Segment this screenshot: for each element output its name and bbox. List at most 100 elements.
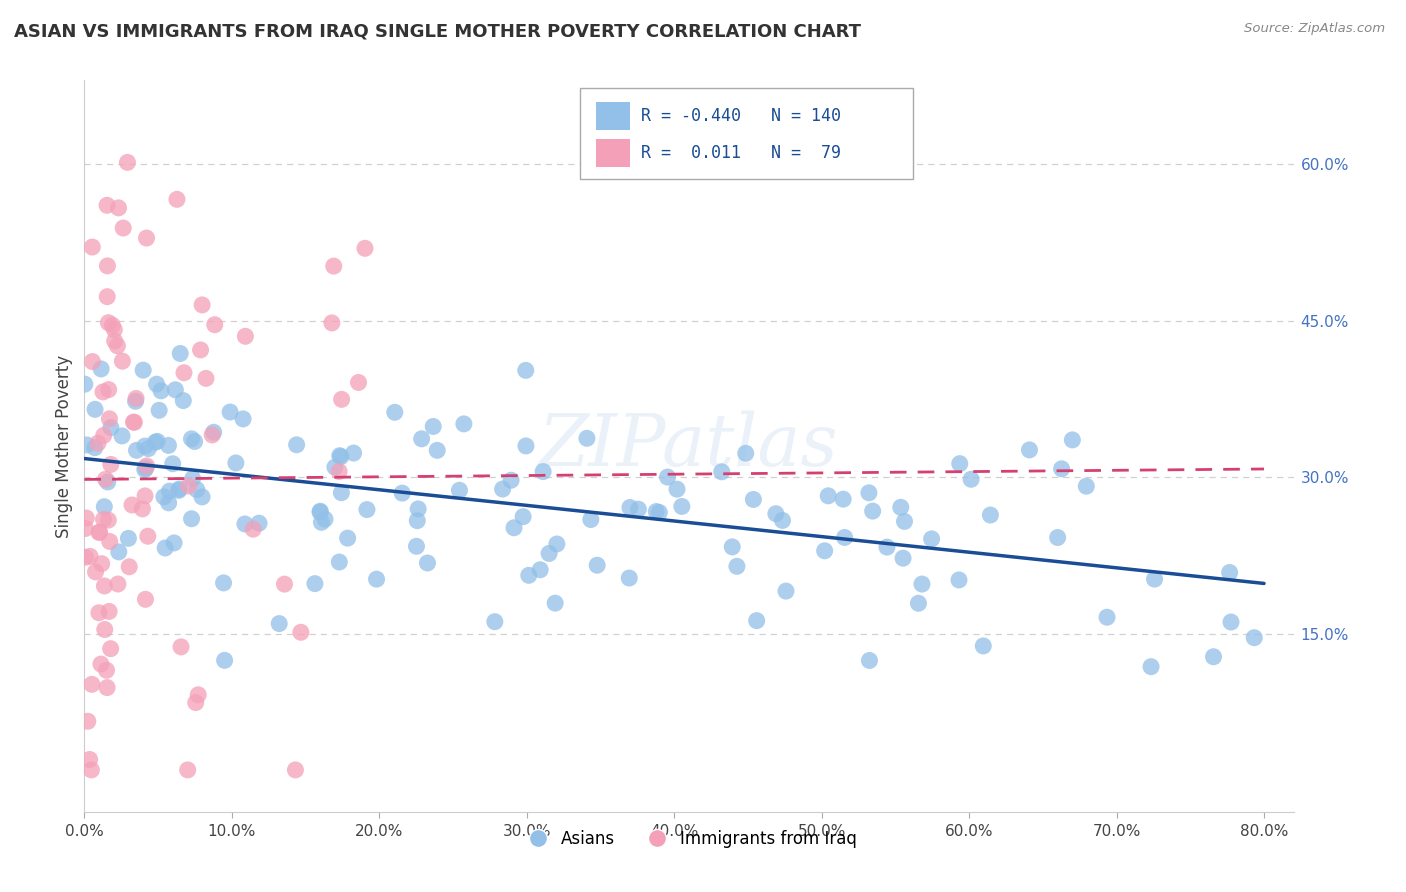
Point bbox=[181, 472, 204, 486]
Point bbox=[186, 483, 208, 497]
Point bbox=[195, 371, 218, 385]
Point bbox=[167, 483, 190, 498]
Point bbox=[132, 363, 155, 377]
Bar bbox=[596, 139, 630, 167]
Point bbox=[125, 392, 148, 406]
Point bbox=[721, 540, 744, 554]
Point bbox=[148, 403, 170, 417]
Point bbox=[342, 446, 364, 460]
Point bbox=[538, 546, 561, 560]
Point bbox=[191, 490, 214, 504]
Point bbox=[150, 384, 173, 398]
Point bbox=[124, 415, 146, 429]
Point bbox=[1062, 433, 1084, 447]
Point bbox=[586, 558, 609, 573]
Point bbox=[87, 525, 110, 540]
Point bbox=[235, 329, 257, 343]
Point bbox=[125, 443, 148, 458]
Point bbox=[648, 505, 671, 519]
Point bbox=[101, 318, 124, 333]
Point bbox=[100, 641, 122, 656]
Point bbox=[671, 500, 693, 514]
Point bbox=[1076, 479, 1098, 493]
Point bbox=[187, 688, 209, 702]
Point bbox=[862, 504, 884, 518]
Point bbox=[285, 438, 308, 452]
Point bbox=[212, 575, 235, 590]
Point bbox=[180, 512, 202, 526]
Point bbox=[834, 531, 856, 545]
Point bbox=[96, 259, 118, 273]
Point bbox=[405, 539, 427, 553]
Point bbox=[347, 376, 370, 390]
Point bbox=[155, 541, 177, 555]
Point bbox=[517, 568, 540, 582]
Point bbox=[329, 450, 352, 464]
Point bbox=[107, 201, 129, 215]
Point bbox=[406, 514, 429, 528]
Point bbox=[330, 485, 353, 500]
Point bbox=[453, 417, 475, 431]
Point bbox=[765, 507, 787, 521]
Point bbox=[172, 393, 194, 408]
Bar bbox=[596, 103, 630, 130]
Point bbox=[121, 498, 143, 512]
Point bbox=[775, 584, 797, 599]
Point bbox=[93, 428, 115, 442]
Point bbox=[104, 334, 127, 348]
Point bbox=[1050, 462, 1073, 476]
Point bbox=[97, 316, 120, 330]
Point bbox=[183, 434, 205, 449]
Point bbox=[135, 231, 157, 245]
Point bbox=[619, 571, 641, 585]
Point bbox=[87, 436, 110, 450]
Point bbox=[79, 549, 101, 564]
Point bbox=[75, 521, 97, 535]
Point bbox=[97, 383, 120, 397]
Point bbox=[111, 429, 134, 443]
Point bbox=[107, 339, 129, 353]
Point bbox=[619, 500, 641, 515]
Point bbox=[143, 435, 166, 450]
Point bbox=[328, 465, 350, 479]
Point bbox=[163, 536, 186, 550]
Text: ASIAN VS IMMIGRANTS FROM IRAQ SINGLE MOTHER POVERTY CORRELATION CHART: ASIAN VS IMMIGRANTS FROM IRAQ SINGLE MOT… bbox=[14, 22, 860, 40]
Point bbox=[384, 405, 406, 419]
Point bbox=[314, 512, 336, 526]
Legend: Asians, Immigrants from Iraq: Asians, Immigrants from Iraq bbox=[515, 823, 863, 855]
Point bbox=[449, 483, 471, 498]
Point bbox=[98, 412, 121, 426]
Point bbox=[406, 502, 429, 516]
Point bbox=[146, 434, 169, 449]
Point bbox=[135, 461, 157, 475]
Point bbox=[972, 639, 994, 653]
Point bbox=[79, 752, 101, 766]
Point bbox=[745, 614, 768, 628]
Point bbox=[512, 509, 534, 524]
Point bbox=[131, 502, 153, 516]
Text: R = -0.440   N = 140: R = -0.440 N = 140 bbox=[641, 107, 841, 125]
Point bbox=[273, 577, 295, 591]
Point bbox=[328, 555, 350, 569]
Point bbox=[948, 573, 970, 587]
Point bbox=[134, 592, 156, 607]
Point bbox=[93, 579, 115, 593]
Point bbox=[180, 432, 202, 446]
Point bbox=[184, 696, 207, 710]
Point bbox=[1219, 566, 1241, 580]
Point bbox=[858, 485, 880, 500]
Point bbox=[98, 604, 121, 618]
Point bbox=[134, 489, 156, 503]
Point bbox=[90, 362, 112, 376]
Point bbox=[290, 625, 312, 640]
Point bbox=[96, 290, 118, 304]
Point bbox=[891, 551, 914, 566]
Point bbox=[83, 441, 105, 455]
Point bbox=[80, 763, 103, 777]
Point bbox=[134, 439, 156, 453]
Point bbox=[422, 419, 444, 434]
Point bbox=[165, 383, 187, 397]
Point bbox=[107, 577, 129, 591]
Point bbox=[329, 449, 352, 463]
Point bbox=[491, 482, 513, 496]
